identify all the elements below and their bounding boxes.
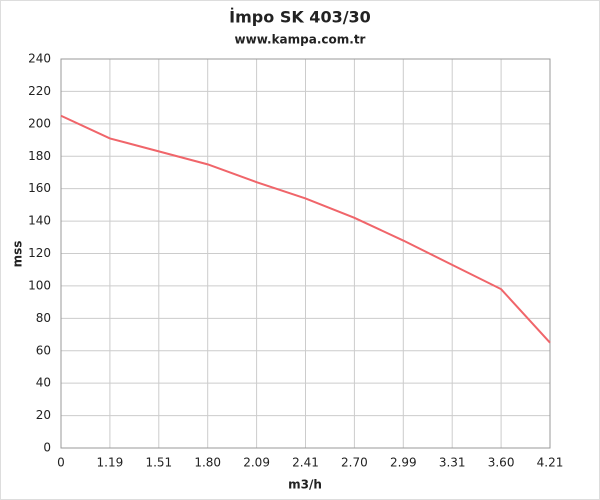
x-tick-label: 3.31 xyxy=(439,456,466,470)
y-tick-label: 220 xyxy=(28,84,51,98)
x-axis-label: m3/h xyxy=(288,478,322,492)
x-tick-label: 1.19 xyxy=(97,456,124,470)
y-tick-label: 80 xyxy=(36,311,51,325)
y-tick-label: 140 xyxy=(28,214,51,228)
y-tick-label: 200 xyxy=(28,116,51,130)
x-tick-label: 2.09 xyxy=(243,456,270,470)
x-tick-label: 2.99 xyxy=(390,456,417,470)
x-tick-label: 1.80 xyxy=(194,456,221,470)
x-tick-label: 2.41 xyxy=(292,456,319,470)
x-tick-label: 3.60 xyxy=(488,456,515,470)
line xyxy=(60,114,551,344)
x-tick-label: 2.70 xyxy=(341,456,368,470)
x-tick-label: 1.51 xyxy=(145,456,172,470)
y-tick-label: 20 xyxy=(36,408,51,422)
plot-border xyxy=(60,58,551,449)
y-tick-label: 160 xyxy=(28,181,51,195)
y-tick-label: 180 xyxy=(28,149,51,163)
x-tick-label: 4.21 xyxy=(537,456,564,470)
x-tick-label: 0 xyxy=(57,456,65,470)
chart-title: İmpo SK 403/30 xyxy=(229,8,371,27)
y-tick-label: 60 xyxy=(36,343,51,357)
chart-subtitle: www.kampa.com.tr xyxy=(235,33,366,47)
y-tick-label: 40 xyxy=(36,376,51,390)
y-tick-label: 240 xyxy=(28,52,51,66)
y-tick-label: 120 xyxy=(28,246,51,260)
y-tick-label: 0 xyxy=(43,441,51,455)
y-axis-label: mss xyxy=(11,241,25,268)
y-tick-label: 100 xyxy=(28,278,51,292)
